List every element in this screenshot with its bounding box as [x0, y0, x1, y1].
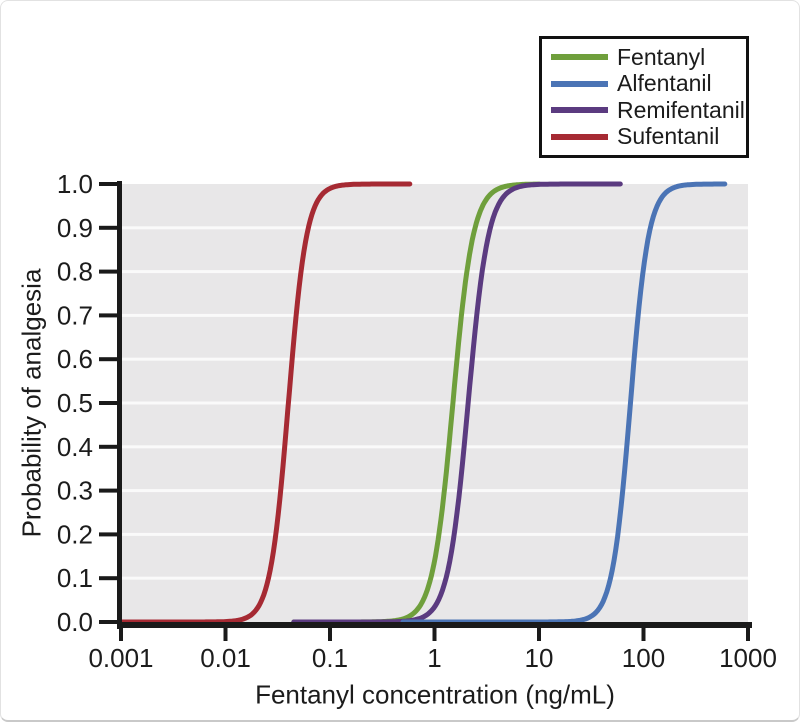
- y-tick-0.6: [99, 357, 117, 362]
- legend-label-sufentanil: Sufentanil: [617, 123, 720, 150]
- y-tick-0.0: [99, 620, 117, 624]
- y-tick-0.4: [99, 444, 117, 449]
- x-axis-title: Fentanyl concentration (ng/mL): [255, 679, 615, 710]
- gridline-y-0.6: [121, 357, 748, 361]
- legend-item-alfentanil: Alfentanil: [551, 71, 746, 98]
- gridline-y-0.1: [121, 576, 748, 580]
- legend-label-fentanyl: Fentanyl: [617, 43, 706, 70]
- x-tick-0.001: [119, 628, 123, 641]
- gridline-y-0.3: [121, 489, 748, 493]
- x-tick-1000: [746, 628, 750, 641]
- y-tick-0.7: [99, 313, 117, 318]
- x-tick-label-100: 100: [622, 643, 665, 673]
- y-tick-0.9: [99, 225, 117, 230]
- x-tick-label-0.1: 0.1: [312, 643, 348, 673]
- legend: Fentanyl Alfentanil Remifentanil Sufentanil: [539, 36, 749, 158]
- gridline-y-0.2: [121, 532, 748, 536]
- y-tick-label-0.7: 0.7: [57, 300, 93, 330]
- x-tick-label-0.01: 0.01: [200, 643, 251, 673]
- y-tick-0.2: [99, 532, 117, 537]
- y-tick-label-0.3: 0.3: [57, 476, 93, 506]
- y-tick-0.8: [99, 269, 117, 274]
- y-tick-label-0.1: 0.1: [57, 563, 93, 593]
- gridline-y-0.4: [121, 445, 748, 449]
- legend-label-remifentanil: Remifentanil: [617, 96, 745, 123]
- y-tick-0.3: [99, 488, 117, 493]
- x-tick-label-1000: 1000: [719, 643, 777, 673]
- y-axis-line: [117, 181, 122, 629]
- x-tick-100: [641, 628, 646, 641]
- y-tick-label-1.0: 1.0: [57, 169, 93, 199]
- legend-item-remifentanil: Remifentanil: [551, 97, 746, 124]
- gridline-y-0.8: [121, 270, 748, 274]
- y-tick-label-0.9: 0.9: [57, 213, 93, 243]
- y-tick-label-0.8: 0.8: [57, 257, 93, 287]
- x-tick-label-0.001: 0.001: [88, 643, 153, 673]
- y-axis-title: Probability of analgesia: [16, 268, 47, 538]
- gridline-y-0.7: [121, 313, 748, 317]
- x-axis-line: [117, 622, 752, 628]
- y-tick-0.1: [99, 576, 117, 581]
- x-tick-0.1: [328, 628, 332, 641]
- legend-swatch-remifentanil: [551, 107, 608, 114]
- gridline-y-0.5: [121, 401, 748, 405]
- x-tick-1: [432, 628, 437, 641]
- x-tick-label-1: 1: [427, 643, 441, 673]
- y-tick-label-0.6: 0.6: [57, 344, 93, 374]
- legend-swatch-sufentanil: [551, 133, 608, 140]
- y-tick-label-0.0: 0.0: [57, 607, 93, 637]
- x-tick-0.01: [223, 628, 228, 641]
- y-tick-label-0.5: 0.5: [57, 388, 93, 418]
- y-tick-0.5: [99, 401, 117, 405]
- y-tick-label-0.2: 0.2: [57, 519, 93, 549]
- x-tick-10: [537, 628, 541, 641]
- y-tick-1.0: [99, 182, 117, 186]
- legend-item-fentanyl: Fentanyl: [551, 44, 746, 71]
- legend-swatch-alfentanil: [551, 80, 608, 87]
- legend-item-sufentanil: Sufentanil: [551, 124, 746, 151]
- x-tick-label-10: 10: [525, 643, 554, 673]
- y-tick-label-0.4: 0.4: [57, 432, 93, 462]
- legend-label-alfentanil: Alfentanil: [617, 70, 712, 97]
- legend-swatch-fentanyl: [551, 54, 608, 61]
- gridline-y-0.9: [121, 226, 748, 230]
